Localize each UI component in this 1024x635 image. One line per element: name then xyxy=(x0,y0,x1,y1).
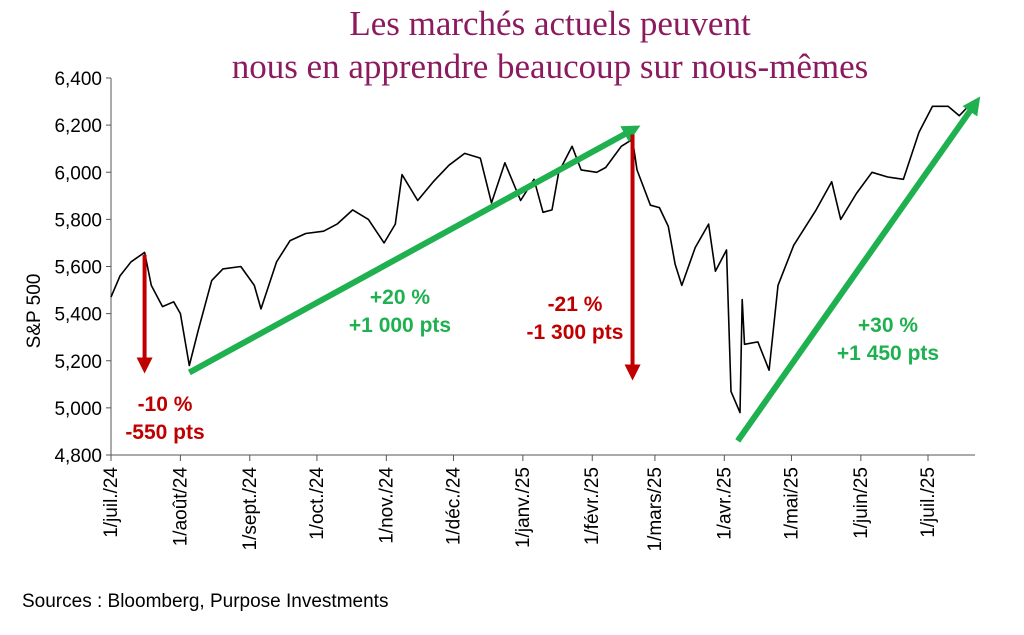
annotation-drop-2024: -10 % -550 pts xyxy=(110,391,220,447)
y-tick-label: 6,400 xyxy=(54,69,102,90)
source-note: Sources : Bloomberg, Purpose Investments xyxy=(22,591,389,612)
y-tick-label: 4,800 xyxy=(54,446,102,467)
x-tick-label: 1/nov./24 xyxy=(376,467,397,544)
y-tick-label: 6,200 xyxy=(54,116,102,137)
y-tick-label: 5,400 xyxy=(54,305,102,326)
annotation-drop-2025-pts: -1 300 pts xyxy=(526,321,624,344)
x-tick-label: 1/juil./25 xyxy=(918,467,939,538)
annotation-rise-2025-pct: +30 % xyxy=(857,314,919,337)
y-tick-label: 5,200 xyxy=(54,352,102,373)
annotation-rise-2025-pts: +1 450 pts xyxy=(836,342,940,365)
annotation-drop-2024-pct: -10 % xyxy=(137,393,193,416)
annotation-rise-2024-pct: +20 % xyxy=(369,286,431,309)
chart-title-line-2: nous en apprendre beaucoup sur nous-même… xyxy=(231,47,869,86)
x-tick-label: 1/juin/25 xyxy=(851,467,872,539)
x-tick-label: 1/sept./24 xyxy=(240,467,261,551)
y-tick-label: 6,000 xyxy=(54,163,102,184)
annotation-drop-2025-pct: -21 % xyxy=(547,293,603,316)
x-tick-label: 1/oct./24 xyxy=(307,467,328,540)
x-tick-label: 1/janv./25 xyxy=(513,467,534,548)
annotation-rise-2025: +30 % +1 450 pts xyxy=(818,312,958,368)
rise-arrow-1 xyxy=(187,125,641,376)
annotation-drop-2024-pts: -550 pts xyxy=(125,421,205,444)
annotation-rise-2024: +20 % +1 000 pts xyxy=(330,284,470,340)
chart-title-line-1: Les marchés actuels peuvent xyxy=(349,4,751,43)
y-tick-label: 5,000 xyxy=(54,399,102,420)
annotation-drop-2025: -21 % -1 300 pts xyxy=(505,291,645,347)
rise-arrow-3 xyxy=(735,96,981,443)
annotation-rise-2024-pts: +1 000 pts xyxy=(348,314,452,337)
x-tick-label: 1/mars/25 xyxy=(645,467,666,551)
x-tick-label: 1/juil./24 xyxy=(101,467,122,538)
x-tick-label: 1/août/24 xyxy=(170,467,191,547)
x-tick-label: 1/déc./24 xyxy=(443,467,464,546)
x-tick-label: 1/mai/25 xyxy=(781,467,802,540)
y-tick-label: 5,600 xyxy=(54,258,102,279)
x-tick-label: 1/avr./25 xyxy=(714,467,735,540)
y-tick-label: 5,800 xyxy=(54,210,102,231)
chart-title: Les marchés actuels peuvent nous en appr… xyxy=(110,2,990,88)
x-tick-label: 1/févr./25 xyxy=(582,467,603,545)
y-axis-label: S&P 500 xyxy=(24,274,45,349)
